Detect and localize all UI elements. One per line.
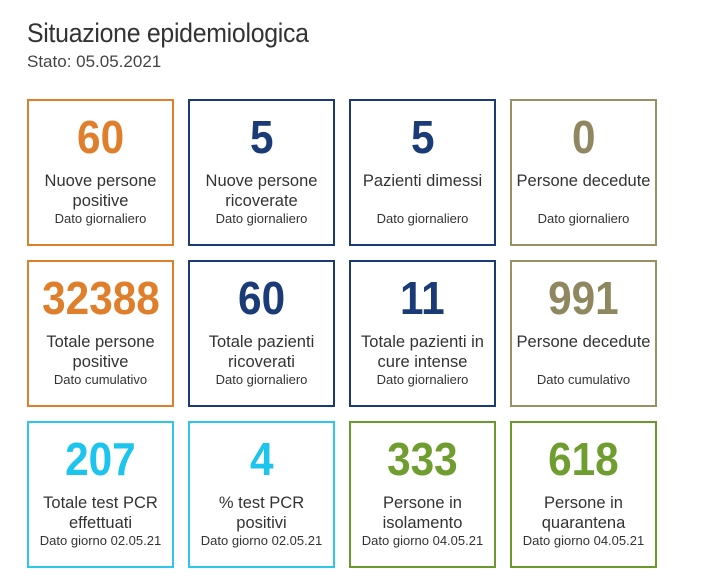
card-value: 0 (571, 111, 596, 163)
card-deceased-daily: 0 Persone decedute Dato giornaliero (510, 99, 657, 246)
card-note: Dato cumulativo (536, 372, 631, 387)
card-note: Dato giorno 02.05.21 (39, 533, 162, 548)
card-value: 333 (387, 433, 458, 485)
card-value: 5 (249, 111, 274, 163)
card-value: 60 (237, 272, 286, 324)
card-label: Persone decedute (516, 172, 651, 190)
stats-grid: 60 Nuove persone positive Dato giornalie… (27, 99, 657, 568)
card-label: Persone in quarantena (541, 494, 626, 532)
card-note: Dato giornaliero (537, 211, 630, 226)
card-note: Dato giorno 04.05.21 (361, 533, 484, 548)
card-isolation: 333 Persone in isolamento Dato giorno 04… (349, 421, 496, 568)
card-note: Dato cumulativo (53, 372, 148, 387)
card-value: 4 (249, 433, 274, 485)
page-header: Situazione epidemiologica Stato: 05.05.2… (27, 18, 333, 72)
card-label: Pazienti dimessi (362, 172, 483, 190)
card-pcr-tests: 207 Totale test PCR effettuati Dato gior… (27, 421, 174, 568)
card-value: 207 (65, 433, 136, 485)
status-date: Stato: 05.05.2021 (27, 52, 162, 71)
card-note: Dato giorno 02.05.21 (200, 533, 323, 548)
card-note: Dato giornaliero (376, 372, 469, 387)
card-note: Dato giornaliero (54, 211, 147, 226)
card-value: 5 (410, 111, 435, 163)
card-value: 32388 (41, 272, 160, 324)
card-deceased-cumulative: 991 Persone decedute Dato cumulativo (510, 260, 657, 407)
page-title: Situazione epidemiologica (27, 18, 309, 48)
card-discharged: 5 Pazienti dimessi Dato giornaliero (349, 99, 496, 246)
card-label: Totale test PCR effettuati (43, 494, 158, 532)
card-pcr-positive-rate: 4 % test PCR positivi Dato giorno 02.05.… (188, 421, 335, 568)
card-quarantine: 618 Persone in quarantena Dato giorno 04… (510, 421, 657, 568)
card-value: 60 (76, 111, 125, 163)
card-label: Totale pazienti in cure intense (361, 333, 484, 371)
card-value: 991 (548, 272, 619, 324)
card-new-hospitalized: 5 Nuove persone ricoverate Dato giornali… (188, 99, 335, 246)
card-label: Nuove persone ricoverate (205, 172, 318, 210)
card-note: Dato giornaliero (215, 372, 308, 387)
card-label: Totale pazienti ricoverati (208, 333, 315, 371)
card-label: Totale persone positive (46, 333, 155, 371)
card-value: 11 (400, 272, 445, 324)
card-total-positive: 32388 Totale persone positive Dato cumul… (27, 260, 174, 407)
card-note: Dato giornaliero (215, 211, 308, 226)
card-value: 618 (548, 433, 619, 485)
card-note: Dato giornaliero (376, 211, 469, 226)
card-note: Dato giorno 04.05.21 (522, 533, 645, 548)
card-label: Nuove persone positive (44, 172, 157, 210)
card-total-hospitalized: 60 Totale pazienti ricoverati Dato giorn… (188, 260, 335, 407)
card-intensive-care: 11 Totale pazienti in cure intense Dato … (349, 260, 496, 407)
card-new-positive: 60 Nuove persone positive Dato giornalie… (27, 99, 174, 246)
card-label: Persone in isolamento (382, 494, 463, 532)
card-label: Persone decedute (516, 333, 651, 351)
card-label: % test PCR positivi (218, 494, 305, 532)
